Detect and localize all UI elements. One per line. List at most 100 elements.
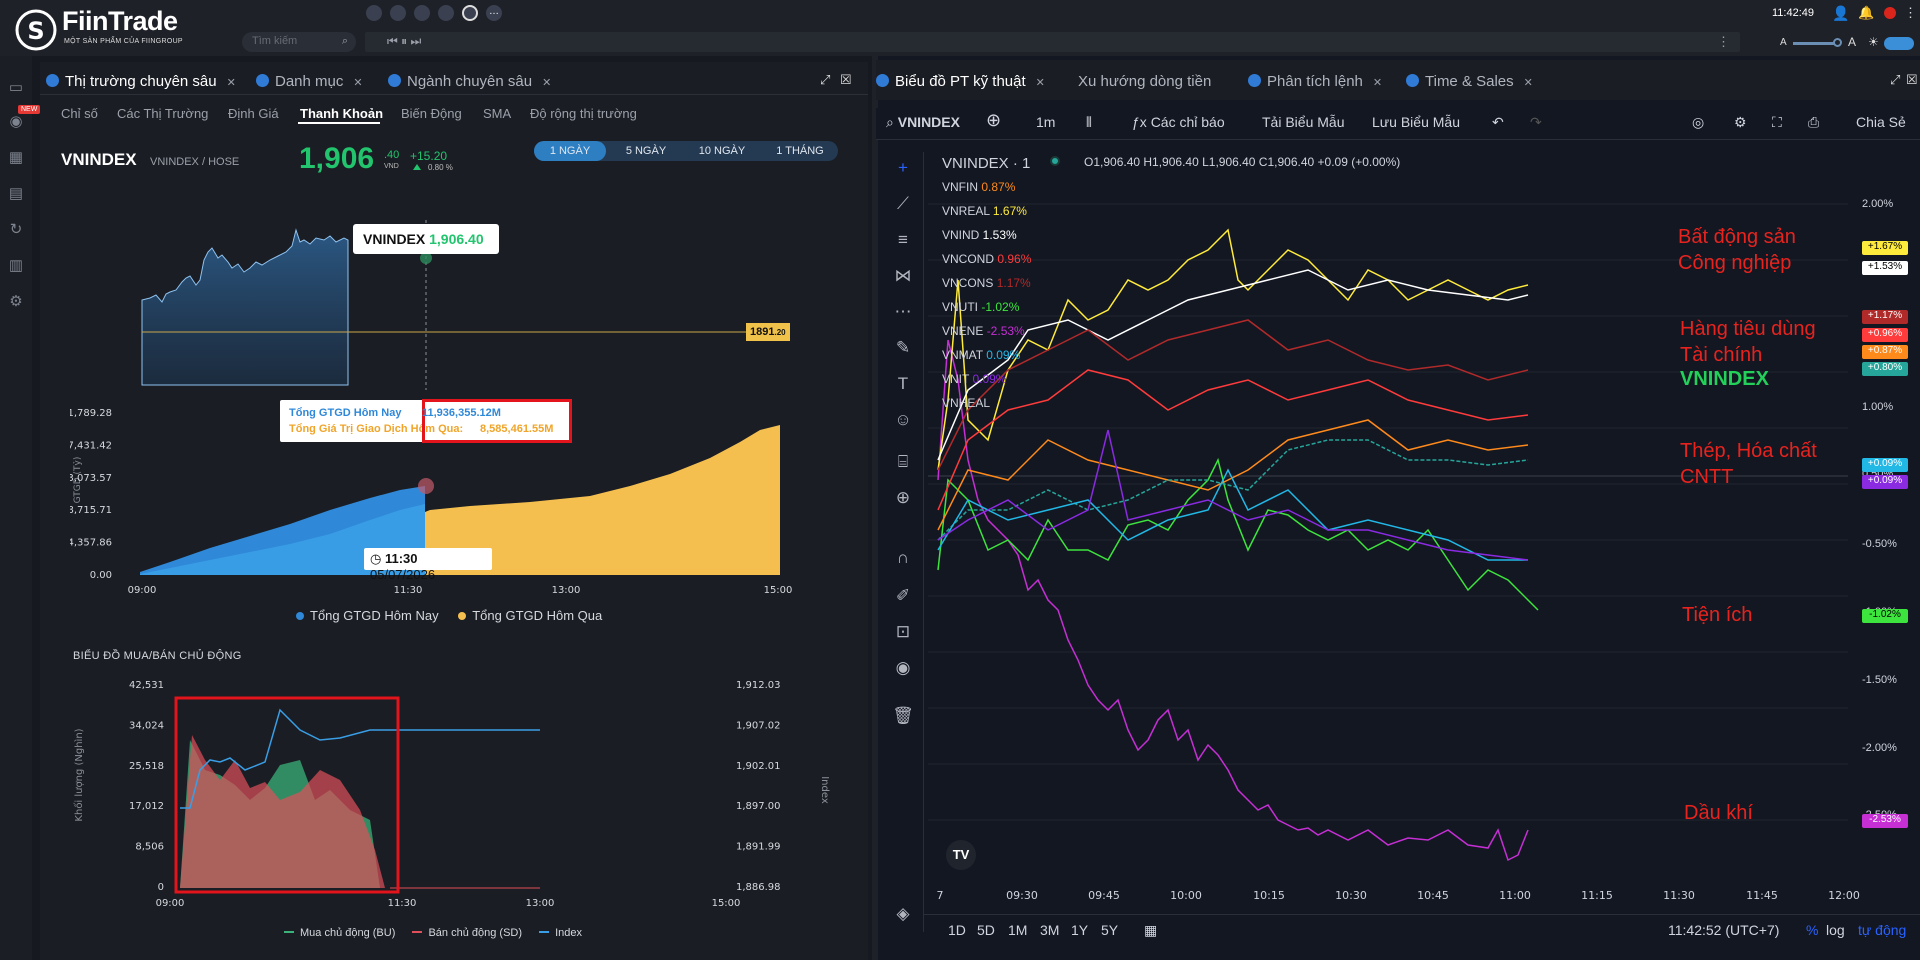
close-panel-icon[interactable]: ☒ (840, 72, 852, 87)
subtab-chi-so[interactable]: Chỉ số (61, 106, 98, 121)
brush-icon[interactable]: ✎ (895, 338, 911, 357)
refresh-icon[interactable]: ↻ (9, 221, 23, 238)
close-icon[interactable]: ✕ (1035, 77, 1045, 89)
ticker-controls-icon[interactable]: ⏮ ⏸ ⏭ (387, 34, 422, 48)
more-icon[interactable]: … (486, 5, 502, 21)
quick-icon-2[interactable] (390, 5, 406, 21)
close-panel-icon[interactable]: ☒ (1906, 72, 1918, 87)
range-1-thang[interactable]: 1 THÁNG (776, 145, 824, 157)
theme-toggle[interactable] (1884, 37, 1914, 50)
projection-icon[interactable]: ⋯ (894, 302, 912, 321)
text-icon[interactable]: T (897, 374, 909, 393)
series-legend-row[interactable]: VNMAT 0.09% (942, 348, 1020, 362)
legend-buy[interactable]: Mua chủ động (BU) (284, 927, 395, 939)
legend-sell[interactable]: Bán chủ động (SD) (412, 927, 522, 939)
expand-icon[interactable]: ⤢ (820, 72, 831, 87)
zoom-icon[interactable]: ⊕ (895, 488, 911, 507)
range-10-ngay[interactable]: 10 NGÀY (698, 145, 746, 157)
close-icon[interactable]: ✕ (1372, 77, 1383, 89)
redo-icon[interactable]: ↷ (1530, 114, 1542, 130)
trendline-icon[interactable]: ⟋ (897, 194, 909, 213)
font-slider-handle[interactable] (1833, 38, 1842, 47)
date-range-icon[interactable]: ▦ (1144, 922, 1158, 938)
subtab-cac-thi-truong[interactable]: Các Thị Trường (117, 106, 209, 121)
close-icon[interactable]: ✕ (353, 77, 363, 89)
print-icon[interactable]: ▥ (8, 257, 24, 274)
log-toggle[interactable]: log (1826, 922, 1845, 938)
window-icon[interactable]: ▭ (8, 79, 24, 96)
menu-icon[interactable]: ⋮ (1904, 5, 1917, 20)
save-icon[interactable]: ▤ (8, 185, 24, 202)
crosshair-icon[interactable]: + (898, 158, 908, 177)
range-button-5d[interactable]: 5D (977, 922, 995, 938)
range-button-1y[interactable]: 1Y (1071, 922, 1089, 938)
series-legend-row[interactable]: VNENE -2.53% (942, 324, 1025, 338)
layers-icon[interactable]: ◈ (896, 904, 910, 923)
tab-xu-huong[interactable]: Xu hướng dòng tiền (1078, 67, 1211, 95)
subtab-sma[interactable]: SMA (483, 106, 512, 121)
tab-danh-muc[interactable]: Danh mục ✕ (256, 67, 363, 95)
range-1-ngay[interactable]: 1 NGÀY (534, 141, 606, 161)
tab-time-sales[interactable]: Time & Sales ✕ (1406, 67, 1533, 95)
eye-icon[interactable]: ◉ (895, 658, 911, 677)
bell-icon[interactable]: 🔔 (1858, 5, 1875, 20)
clock-icon[interactable] (462, 5, 478, 21)
range-button-5y[interactable]: 5Y (1101, 922, 1119, 938)
quick-icon-4[interactable] (438, 5, 454, 21)
font-size-slider[interactable] (1793, 42, 1837, 45)
alert-icon[interactable]: ◎ (1692, 114, 1705, 130)
series-legend-row[interactable]: VNHEAL (942, 396, 990, 410)
font-large-icon[interactable]: A (1848, 35, 1857, 49)
quick-icon-1[interactable] (366, 5, 382, 21)
series-legend-row[interactable]: VNCONS 1.17% (942, 276, 1031, 290)
subtab-thanh-khoan[interactable]: Thanh Khoản (300, 106, 384, 121)
search-input[interactable]: Tìm kiếm ⌕ (242, 32, 356, 52)
add-symbol-icon[interactable]: ⊕ (986, 110, 1002, 130)
series-legend-row[interactable]: VNUTI -1.02% (942, 300, 1019, 314)
broadcast-icon[interactable]: ◉ (9, 113, 23, 130)
candle-type-icon[interactable]: ⫴ (1086, 114, 1092, 130)
percent-toggle[interactable]: % (1806, 922, 1819, 938)
tab-bieu-do[interactable]: Biểu đồ PT kỹ thuật ✕ (876, 67, 1045, 95)
fib-icon[interactable]: ≡ (898, 230, 908, 249)
lock-icon[interactable]: ⊡ (895, 622, 911, 641)
load-template-button[interactable]: Tải Biểu Mẫu (1262, 114, 1345, 130)
range-button-1d[interactable]: 1D (948, 922, 966, 938)
font-small-icon[interactable]: A (1780, 37, 1787, 48)
auto-toggle[interactable]: tự động (1858, 922, 1907, 938)
tab-thi-truong[interactable]: Thị trường chuyên sâu ✕ (46, 67, 236, 95)
legend-yesterday[interactable]: Tổng GTGD Hôm Qua (458, 608, 602, 623)
share-button[interactable]: Chia Sẻ (1856, 114, 1906, 130)
range-button-1m[interactable]: 1M (1008, 922, 1028, 938)
calendar-icon[interactable] (414, 5, 430, 21)
series-legend-row[interactable]: VNFIN 0.87% (942, 180, 1015, 194)
gear-icon[interactable]: ⚙ (9, 293, 23, 310)
undo-icon[interactable]: ↶ (1492, 114, 1504, 130)
tab-nganh[interactable]: Ngành chuyên sâu ✕ (388, 67, 551, 95)
emoji-icon[interactable]: ☺ (894, 410, 912, 429)
close-icon[interactable]: ✕ (542, 77, 552, 89)
subtab-dinh-gia[interactable]: Định Giá (228, 106, 279, 121)
legend-index[interactable]: Index (539, 927, 582, 939)
fullscreen-icon[interactable]: ⛶ (1772, 114, 1782, 130)
film-icon[interactable]: ▦ (8, 149, 24, 166)
expand-icon[interactable]: ⤢ (1890, 72, 1901, 87)
sun-icon[interactable]: ☀ (1868, 35, 1879, 49)
series-legend-row[interactable]: VNIND 1.53% (942, 228, 1017, 242)
panel-splitter[interactable] (872, 56, 878, 960)
symbol-search[interactable]: ⌕ VNINDEX (886, 114, 960, 131)
lock-drawing-icon[interactable]: ✐ (895, 586, 911, 605)
range-5-ngay[interactable]: 5 NGÀY (625, 145, 667, 157)
ruler-icon[interactable]: ⌸ (897, 452, 909, 471)
range-button-3m[interactable]: 3M (1040, 922, 1060, 938)
series-legend-row[interactable]: VNCOND 0.96% (942, 252, 1031, 266)
indicators-button[interactable]: ƒx Các chỉ báo (1132, 114, 1225, 130)
camera-icon[interactable]: ⎙ (1808, 114, 1820, 130)
legend-today[interactable]: Tổng GTGD Hôm Nay (296, 608, 439, 623)
series-legend-row[interactable]: VNREAL 1.67% (942, 204, 1027, 218)
series-legend-row[interactable]: VNIT 0.09% (942, 372, 1006, 386)
pattern-icon[interactable]: ⋈ (894, 266, 912, 285)
vn-flag-icon[interactable] (1884, 7, 1896, 19)
close-icon[interactable]: ✕ (226, 77, 236, 89)
trash-icon[interactable]: 🗑 (892, 706, 914, 725)
